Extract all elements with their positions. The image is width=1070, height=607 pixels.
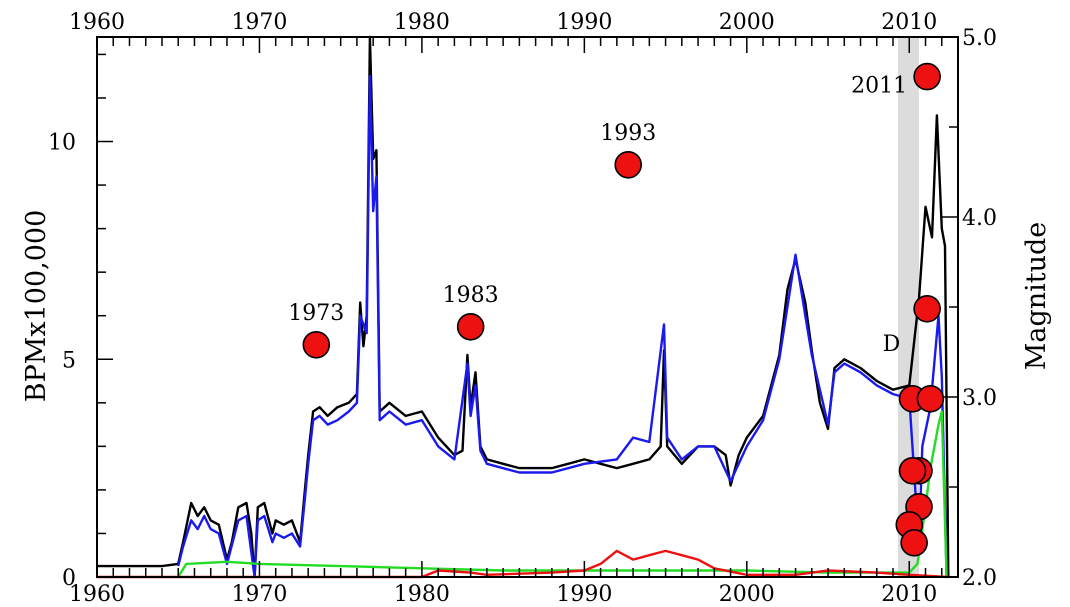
x-tick-label-top: 1960 <box>69 10 125 35</box>
y2-tick-label: 3.0 <box>962 386 997 411</box>
earthquake-marker <box>913 62 941 91</box>
earthquake-marker <box>456 312 485 341</box>
plot-frame <box>96 36 959 578</box>
y-tick-label: 5 <box>62 348 76 373</box>
marker-label: 2011 <box>851 74 907 99</box>
y2-tick-label: 2.0 <box>962 566 997 591</box>
x-tick-label-bottom: 1990 <box>556 582 612 607</box>
annotation-label: D <box>883 332 901 357</box>
series-line-2 <box>177 75 948 579</box>
earthquake-marker <box>614 151 643 179</box>
x-tick-label-top: 1980 <box>394 10 450 35</box>
earthquake-marker <box>898 456 927 485</box>
x-tick-label-bottom: 1970 <box>231 582 287 607</box>
series-line-1 <box>97 35 950 579</box>
earthquake-marker <box>900 528 928 557</box>
earthquake-marker <box>916 384 945 413</box>
y-axis-title: BPMx100,000 <box>21 210 52 403</box>
x-tick-label-bottom: 1960 <box>69 582 125 607</box>
y2-tick-label: 5.0 <box>962 26 997 51</box>
x-tick-label-bottom: 2010 <box>881 582 937 607</box>
y2-tick-label: 4.0 <box>962 206 997 231</box>
x-tick-label-bottom: 1980 <box>394 582 450 607</box>
earthquake-markers: 1973 1983 1993 2011 <box>288 62 945 557</box>
shaded-region <box>897 37 920 577</box>
tick-labels: 1960 1960 1970 1970 1980 1980 1990 1990 2000 2000… <box>48 10 997 607</box>
y2-axis-title: Magnitude <box>1021 222 1052 371</box>
y-tick-label: 0 <box>62 566 76 591</box>
x-tick-label-top: 1970 <box>231 10 287 35</box>
annotations: D <box>883 332 901 357</box>
x-tick-label-top: 1990 <box>556 10 612 35</box>
x-tick-label-bottom: 2000 <box>719 582 775 607</box>
marker-label: 1973 <box>288 301 344 326</box>
x-tick-label-top: 2000 <box>719 10 775 35</box>
series-lines <box>97 35 950 579</box>
earthquake-marker <box>913 294 941 323</box>
x-tick-label-top: 2010 <box>881 10 937 35</box>
series-line-3 <box>177 410 948 578</box>
marker-label: 1983 <box>443 283 499 308</box>
earthquake-marker <box>302 330 331 359</box>
marker-label: 1993 <box>600 121 656 146</box>
series-line-4 <box>97 549 949 579</box>
axis-ticks <box>96 36 959 578</box>
y-tick-label: 10 <box>48 131 76 156</box>
